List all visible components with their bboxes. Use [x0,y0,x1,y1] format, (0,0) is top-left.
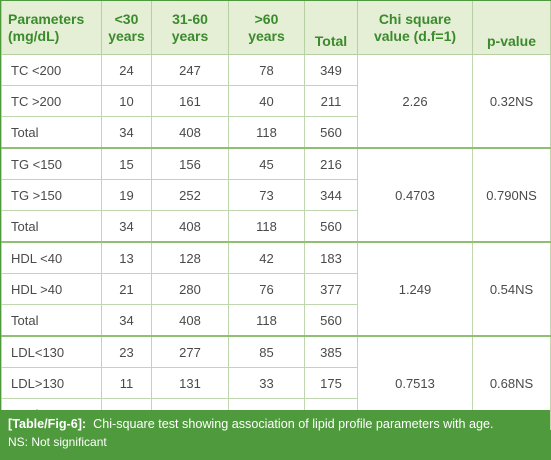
cell-under-30: 13 [101,241,152,274]
cell-parameter: HDL >40 [1,273,102,305]
cell-total: 560 [304,304,358,337]
cell-under-30: 10 [101,85,152,117]
cell-total: 216 [304,147,358,180]
cell-over-60: 78 [228,54,305,86]
cell-parameter: Total [1,210,102,243]
cell-parameter: TG <150 [1,147,102,180]
table-row: TC <200 24 247 78 349 2.26 0.32NS [1,54,551,149]
cell-under-30: 24 [101,54,152,86]
cell-under-30: 34 [101,116,152,149]
cell-31-60: 247 [151,54,229,86]
cell-31-60: 252 [151,179,229,211]
cell-total: 344 [304,179,358,211]
cell-under-30: 23 [101,335,152,368]
cell-over-60: 118 [228,304,305,337]
cell-over-60: 73 [228,179,305,211]
table-row: TG <150 15 156 45 216 0.4703 0.790NS [1,147,551,243]
cell-total: 377 [304,273,358,305]
cell-over-60: 118 [228,116,305,149]
cell-under-30: 21 [101,273,152,305]
cell-31-60: 277 [151,335,229,368]
header-chi-square: Chi square value (d.f=1) [357,1,473,55]
cell-over-60: 40 [228,85,305,117]
cell-total: 385 [304,335,358,368]
cell-total: 349 [304,54,358,86]
cell-under-30: 34 [101,210,152,243]
cell-over-60: 76 [228,273,305,305]
cell-p-value: 0.32NS [472,54,551,149]
caption-note: NS: Not significant [8,435,107,449]
header-under-30: <30 years [101,1,152,55]
cell-total: 175 [304,367,358,399]
cell-parameter: HDL <40 [1,241,102,274]
cell-31-60: 131 [151,367,229,399]
cell-over-60: 85 [228,335,305,368]
cell-chi-square: 2.26 [357,54,473,149]
table-row: HDL >40 21 280 76 377 [1,273,551,305]
cell-parameter: TC >200 [1,85,102,117]
cell-chi-square: 0.4703 [357,147,473,243]
data-table: Parameters (mg/dL) <30 years 31-60 years… [1,1,551,430]
cell-total: 211 [304,85,358,117]
cell-under-30: 15 [101,147,152,180]
cell-31-60: 128 [151,241,229,274]
table-body: TC <200 24 247 78 349 2.26 0.32NS TC >200 10 161 4… [1,54,551,430]
cell-under-30: 11 [101,367,152,399]
caption-tag: [Table/Fig-6]: [8,417,87,431]
table-row: TC >200 10 161 40 211 [1,85,551,117]
cell-under-30: 19 [101,179,152,211]
cell-parameter: LDL>130 [1,367,102,399]
cell-total: 183 [304,241,358,274]
cell-parameter: Total [1,116,102,149]
cell-under-30: 34 [101,304,152,337]
cell-chi-square: 1.249 [357,241,473,337]
cell-p-value: 0.790NS [472,147,551,243]
cell-31-60: 156 [151,147,229,180]
cell-31-60: 280 [151,273,229,305]
table-row: HDL <40 13 128 42 183 1.249 0.54NS [1,241,551,337]
cell-over-60: 33 [228,367,305,399]
header-p-value: p-value [472,1,551,55]
cell-parameter: TC <200 [1,54,102,86]
table-row: LDL<130 23 277 85 385 0.7513 0.68NS [1,335,551,430]
cell-p-value: 0.54NS [472,241,551,337]
header-total: Total [304,1,358,55]
cell-over-60: 45 [228,147,305,180]
cell-parameter: Total [1,304,102,337]
header-parameters: Parameters (mg/dL) [1,1,102,55]
cell-31-60: 408 [151,116,229,149]
cell-total: 560 [304,210,358,243]
cell-over-60: 118 [228,210,305,243]
cell-31-60: 408 [151,210,229,243]
table-caption: [Table/Fig-6]: Chi-square test showing a… [1,410,550,459]
cell-total: 560 [304,116,358,149]
cell-parameter: LDL<130 [1,335,102,368]
cell-over-60: 42 [228,241,305,274]
header-31-60: 31-60 years [151,1,229,55]
caption-text: Chi-square test showing association of l… [93,417,494,431]
header-over-60: >60 years [228,1,305,55]
table-row: TG >150 19 252 73 344 [1,179,551,211]
cell-31-60: 408 [151,304,229,337]
cell-parameter: TG >150 [1,179,102,211]
cell-31-60: 161 [151,85,229,117]
header-row: Parameters (mg/dL) <30 years 31-60 years… [1,1,551,55]
